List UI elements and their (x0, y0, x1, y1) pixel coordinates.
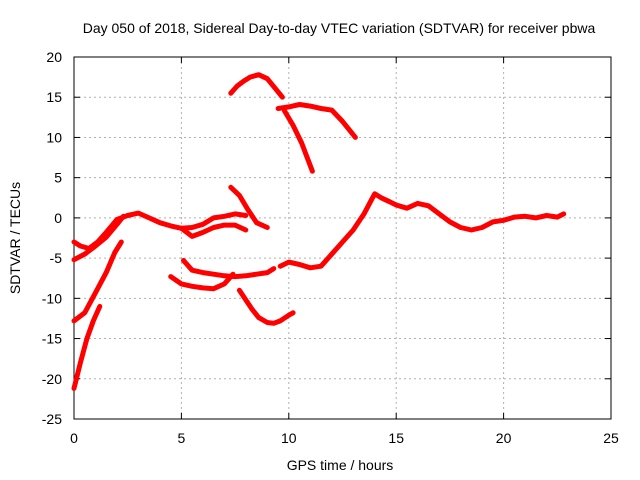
y-tick-label: 10 (46, 129, 62, 145)
y-tick-label: 5 (54, 170, 62, 186)
series-line-arc-13 (282, 108, 315, 174)
y-tick-label: -20 (42, 371, 62, 387)
y-axis-label: SDTVAR / TECUs (7, 182, 23, 294)
x-axis-label: GPS time / hours (287, 457, 394, 473)
series-line-arc-9 (168, 271, 236, 292)
x-tick-label: 25 (603, 430, 619, 446)
series-line-arc-2 (71, 213, 126, 263)
x-tick-label: 15 (388, 430, 404, 446)
x-tick-label: 10 (281, 430, 297, 446)
y-tick-label: -15 (42, 331, 62, 347)
y-tick-label: -10 (42, 290, 62, 306)
x-tick-label: 0 (70, 430, 78, 446)
series-line-arc-8 (181, 258, 277, 280)
series-line-arc-6 (178, 222, 249, 239)
y-tick-label: 15 (46, 89, 62, 105)
grid-lines (74, 57, 611, 419)
data-series (71, 72, 567, 391)
axis-ticks: 0 5 10 15 20 25 -25 -20 -15 -10 -5 0 5 10 15 20 (42, 49, 619, 446)
series-line-arc-1 (71, 210, 184, 251)
series-line-arc-14 (277, 191, 567, 271)
x-tick-label: 5 (178, 430, 186, 446)
x-tick-label: 20 (496, 430, 512, 446)
y-tick-label: -25 (42, 411, 62, 427)
y-tick-label: 0 (54, 210, 62, 226)
series-line-arc-7 (228, 184, 270, 230)
y-tick-label: -5 (50, 250, 63, 266)
series-line-arc-3 (71, 239, 124, 324)
y-tick-label: 20 (46, 49, 62, 65)
series-line-arc-4 (71, 303, 103, 391)
series-line-arc-5 (178, 211, 249, 231)
series-line-arc-10 (236, 287, 296, 326)
series-line-arc-11 (228, 72, 285, 100)
plot-area-border (73, 56, 612, 420)
chart-title: Day 050 of 2018, Sidereal Day-to-day VTE… (83, 20, 596, 36)
series-line-arc-12 (275, 102, 358, 140)
